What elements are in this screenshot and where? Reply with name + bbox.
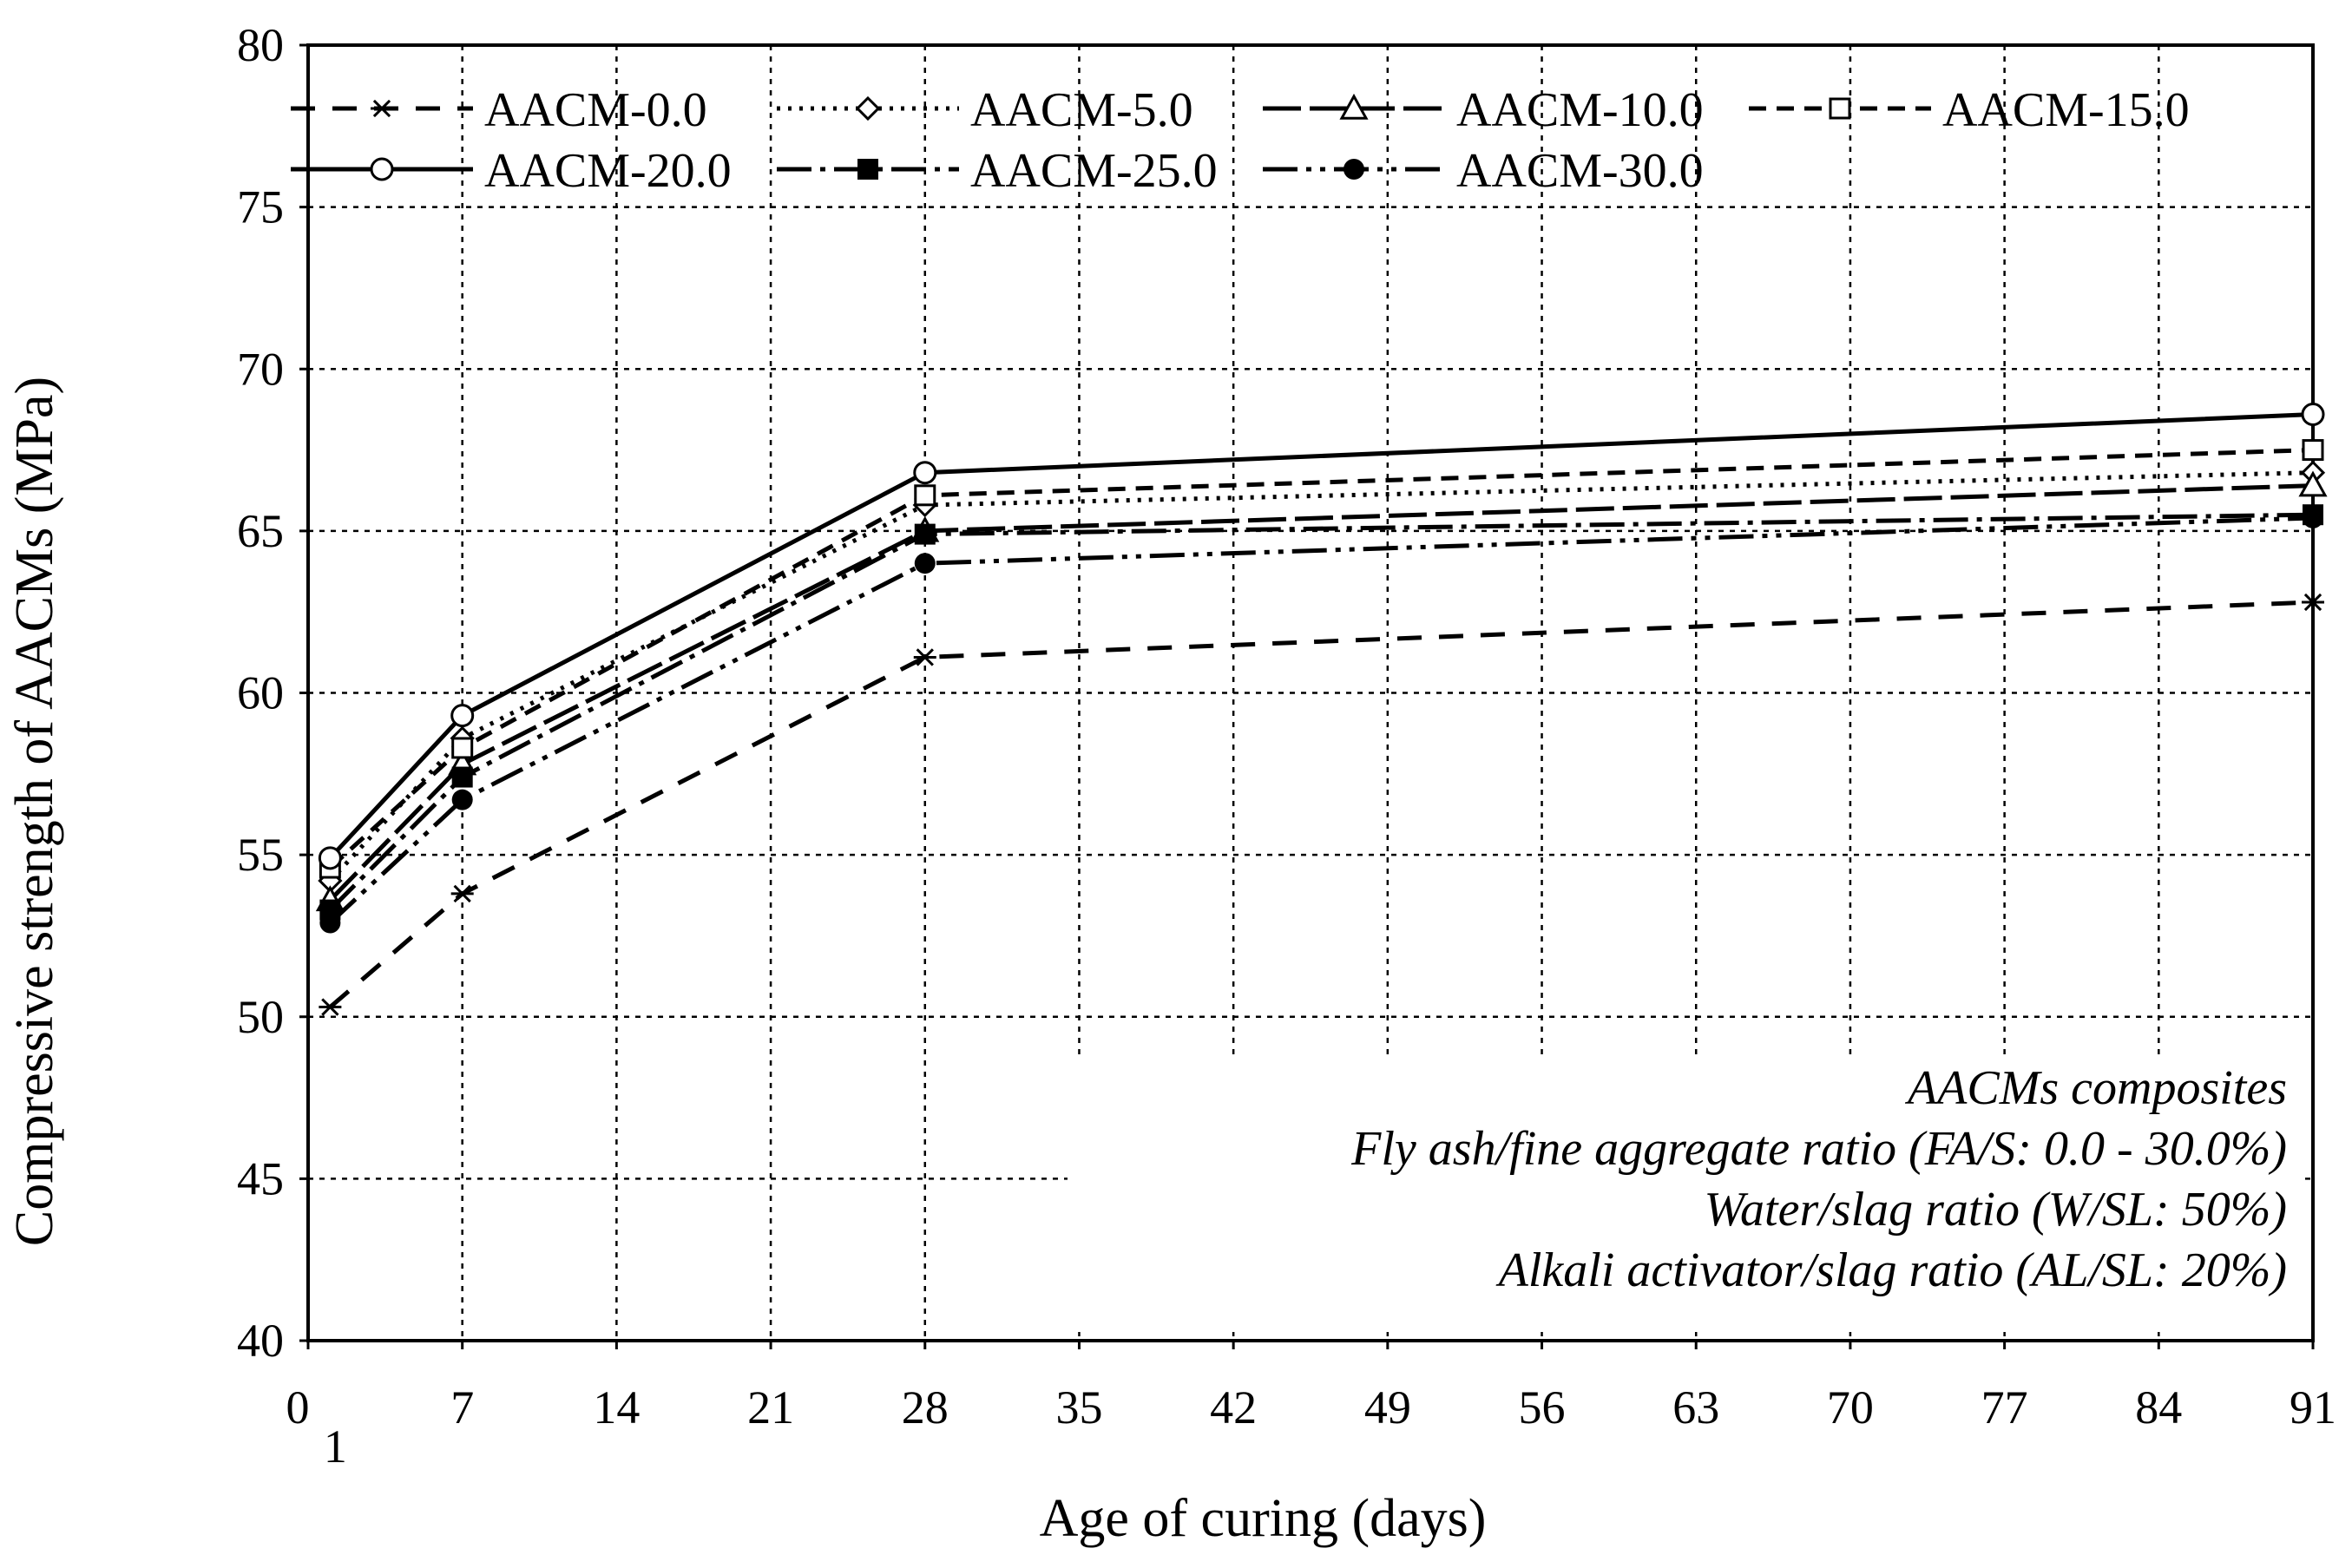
y-tick-label: 80 <box>237 19 284 71</box>
x-axis-title: Age of curing (days) <box>1040 1489 1487 1548</box>
annotation-box: AACMs composites Fly ash/fine aggregate r… <box>1068 1059 2304 1332</box>
legend-item-aacm-10.0: AACM-10.0 <box>1263 83 1704 137</box>
x-tick-label: 21 <box>747 1381 794 1434</box>
annotation-background <box>1068 1059 2304 1332</box>
y-tick-label: 40 <box>237 1315 284 1367</box>
y-tick-label: 65 <box>237 505 284 557</box>
x-tick-label: 28 <box>902 1381 949 1434</box>
x-tick-label: 56 <box>1519 1381 1566 1434</box>
series-line-aacm-30.0 <box>328 515 2314 925</box>
y-axis-title: Compressive strength of AACMs (MPa) <box>5 377 64 1246</box>
legend-item-aacm-20.0: AACM-20.0 <box>291 144 732 198</box>
series-line-aacm-25.0 <box>328 512 2314 912</box>
data-point-aacm-10.0 <box>2298 470 2328 497</box>
data-point-aacm-0.0 <box>319 998 342 1016</box>
y-tick-label: 50 <box>237 991 284 1043</box>
legend-item-aacm-30.0: AACM-30.0 <box>1263 144 1704 198</box>
data-point-aacm-30.0 <box>2303 507 2323 528</box>
data-point-aacm-0.0 <box>2302 593 2324 612</box>
legend-marker <box>371 99 393 118</box>
series-markers <box>315 403 2328 1016</box>
legend: AACM-0.0 AACM-5.0 AACM-10.0 AACM-15.0 AACM-2… <box>291 83 2190 198</box>
legend-marker <box>855 95 881 121</box>
legend-marker <box>1344 159 1364 180</box>
annotation-line: Fly ash/fine aggregate ratio (FA/S: 0.0 … <box>1350 1122 2287 1176</box>
data-point-aacm-20.0 <box>318 846 342 870</box>
legend-marker <box>1339 93 1369 120</box>
data-point-aacm-15.0 <box>2302 439 2324 462</box>
data-point-aacm-25.0 <box>451 766 473 788</box>
x-tick-label: 49 <box>1364 1381 1411 1434</box>
data-point-aacm-0.0 <box>450 884 474 903</box>
y-tick-label: 45 <box>237 1152 284 1204</box>
data-point-aacm-20.0 <box>450 704 475 728</box>
data-point-aacm-0.0 <box>913 648 936 666</box>
grid-lines <box>308 45 2313 1341</box>
annotation-line: AACMs composites <box>1904 1061 2287 1115</box>
plot-frame <box>306 43 2315 1342</box>
data-point-aacm-15.0 <box>451 737 474 759</box>
series-line-aacm-5.0 <box>328 470 2314 882</box>
legend-label: AACM-15.0 <box>1942 83 2190 137</box>
x-tick-label: 0 <box>286 1381 310 1434</box>
x-tick-label: 84 <box>2135 1381 2182 1434</box>
x-tick-label: 77 <box>1981 1381 2028 1434</box>
legend-item-aacm-15.0: AACM-15.0 <box>1749 83 2190 137</box>
x-tick-label: 70 <box>1827 1381 1874 1434</box>
data-point-aacm-20.0 <box>2301 403 2325 427</box>
series-line-aacm-15.0 <box>328 448 2314 869</box>
x-tick-label-extra: 1 <box>324 1420 347 1473</box>
series-line-aacm-20.0 <box>328 412 2314 860</box>
data-point-aacm-30.0 <box>451 789 473 810</box>
data-point-aacm-15.0 <box>914 484 936 507</box>
data-point-aacm-30.0 <box>319 912 341 934</box>
x-tick-label: 42 <box>1210 1381 1257 1434</box>
legend-item-aacm-0.0: AACM-0.0 <box>291 83 707 137</box>
data-point-aacm-25.0 <box>914 523 936 545</box>
legend-label: AACM-20.0 <box>484 144 732 198</box>
series-line-aacm-10.0 <box>328 483 2314 902</box>
y-tick-label: 70 <box>237 343 284 395</box>
annotation-line: Water/slag ratio (W/SL: 50%) <box>1705 1183 2287 1237</box>
data-point-aacm-30.0 <box>914 553 936 574</box>
x-tick-label: 91 <box>2290 1381 2336 1434</box>
x-tick-label: 7 <box>450 1381 474 1434</box>
legend-item-aacm-5.0: AACM-5.0 <box>777 83 1193 137</box>
x-tick-label: 14 <box>593 1381 640 1434</box>
legend-marker <box>857 159 878 180</box>
legend-marker <box>1829 97 1851 120</box>
axes: 40 45 50 55 60 65 70 75 80 0 7 14 21 28 35 42 49 56 63 70 77… <box>237 19 2336 1473</box>
series-line-aacm-0.0 <box>328 600 2314 1009</box>
legend-label: AACM-5.0 <box>970 83 1193 137</box>
x-tick-label: 35 <box>1055 1381 1102 1434</box>
legend-item-aacm-25.0: AACM-25.0 <box>777 144 1218 198</box>
legend-label: AACM-30.0 <box>1456 144 1704 198</box>
y-tick-label: 55 <box>237 829 284 881</box>
x-tick-label: 63 <box>1672 1381 1719 1434</box>
annotation-line: Alkali activator/slag ratio (AL/SL: 20%) <box>1495 1243 2287 1297</box>
y-tick-label: 60 <box>237 667 284 719</box>
legend-marker <box>370 157 394 181</box>
data-point-aacm-20.0 <box>913 461 937 485</box>
legend-label: AACM-25.0 <box>970 144 1218 198</box>
legend-label: AACM-0.0 <box>484 83 707 137</box>
y-tick-label: 75 <box>237 181 284 233</box>
legend-label: AACM-10.0 <box>1456 83 1704 137</box>
series-lines <box>328 412 2314 1009</box>
